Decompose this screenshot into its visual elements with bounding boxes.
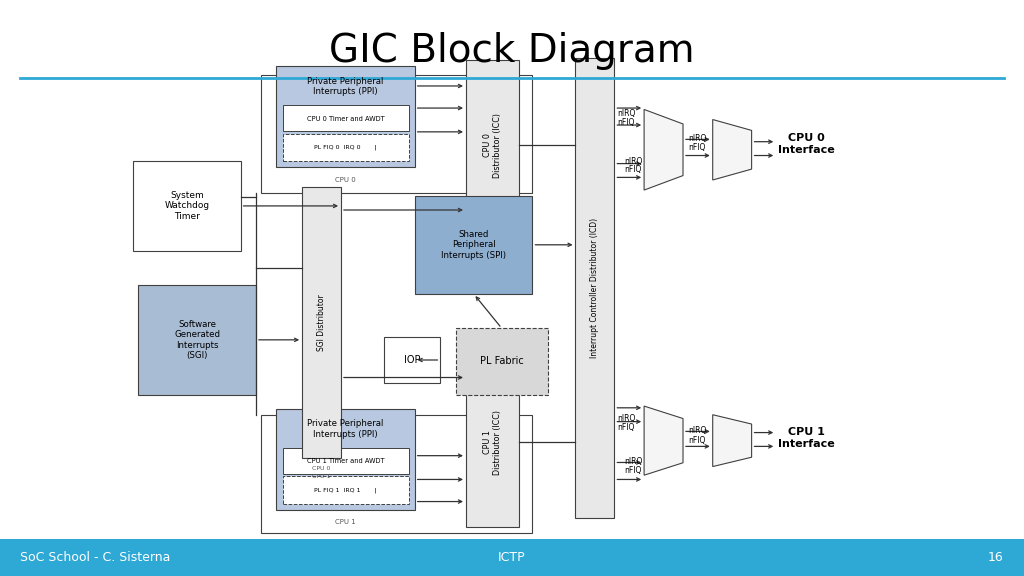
Bar bbox=[261, 75, 532, 193]
Bar bbox=[283, 134, 409, 161]
Text: nIRQ: nIRQ bbox=[617, 414, 636, 423]
Text: CPU 1: CPU 1 bbox=[312, 474, 331, 479]
Text: Private Peripheral
Interrupts (PPI): Private Peripheral Interrupts (PPI) bbox=[307, 419, 384, 439]
Text: Private Peripheral
Interrupts (PPI): Private Peripheral Interrupts (PPI) bbox=[307, 77, 384, 96]
Bar bbox=[283, 105, 409, 131]
Text: PL FIQ 0  IRQ 0       |: PL FIQ 0 IRQ 0 | bbox=[314, 145, 377, 150]
Text: CPU 1: CPU 1 bbox=[335, 520, 356, 525]
Text: nIRQ: nIRQ bbox=[688, 134, 707, 143]
Bar bbox=[384, 337, 440, 383]
Text: CPU 1
Distributor (ICC): CPU 1 Distributor (ICC) bbox=[483, 410, 502, 475]
Text: nFIQ: nFIQ bbox=[625, 165, 642, 175]
Bar bbox=[0, 539, 1024, 576]
Text: PL FIQ 1  IRQ 1       |: PL FIQ 1 IRQ 1 | bbox=[314, 487, 377, 493]
Text: Interrupt Controller Distributor (ICD): Interrupt Controller Distributor (ICD) bbox=[591, 218, 599, 358]
Text: CPU 0: CPU 0 bbox=[335, 177, 356, 183]
Bar bbox=[283, 448, 409, 474]
Text: nFIQ: nFIQ bbox=[688, 143, 706, 152]
Text: Software
Generated
Interrupts
(SGI): Software Generated Interrupts (SGI) bbox=[174, 320, 220, 360]
Bar bbox=[261, 415, 532, 533]
Bar bbox=[302, 187, 341, 458]
Text: 16: 16 bbox=[988, 551, 1004, 564]
Text: CPU 0
Distributor (ICC): CPU 0 Distributor (ICC) bbox=[483, 113, 502, 178]
Text: SGI Distributor: SGI Distributor bbox=[317, 294, 326, 351]
Text: nIRQ: nIRQ bbox=[625, 157, 643, 166]
Text: PL Fabric: PL Fabric bbox=[480, 357, 523, 366]
Text: IOP: IOP bbox=[403, 355, 421, 365]
Text: nIRQ: nIRQ bbox=[617, 109, 636, 118]
Text: nFIQ: nFIQ bbox=[617, 423, 635, 433]
Bar bbox=[138, 285, 256, 395]
Bar bbox=[466, 357, 519, 527]
Text: nFIQ: nFIQ bbox=[625, 466, 642, 475]
Polygon shape bbox=[713, 120, 752, 180]
Text: nIRQ: nIRQ bbox=[688, 426, 707, 435]
Bar bbox=[466, 60, 519, 230]
Bar bbox=[456, 328, 548, 395]
Polygon shape bbox=[713, 415, 752, 467]
Bar bbox=[276, 66, 415, 167]
Text: nIRQ: nIRQ bbox=[625, 457, 643, 467]
Text: CPU 1 Timer and AWDT: CPU 1 Timer and AWDT bbox=[307, 458, 384, 464]
Text: System
Watchdog
Timer: System Watchdog Timer bbox=[164, 191, 210, 221]
Bar bbox=[283, 476, 409, 504]
Text: Shared
Peripheral
Interrupts (SPI): Shared Peripheral Interrupts (SPI) bbox=[441, 230, 506, 260]
Text: GIC Block Diagram: GIC Block Diagram bbox=[330, 32, 694, 70]
Bar bbox=[575, 58, 614, 518]
Polygon shape bbox=[644, 109, 683, 190]
Text: CPU 0 Timer and AWDT: CPU 0 Timer and AWDT bbox=[307, 116, 384, 122]
Text: CPU 0
Interface: CPU 0 Interface bbox=[778, 133, 835, 155]
Text: nFIQ: nFIQ bbox=[688, 435, 706, 445]
Text: CPU 1
Interface: CPU 1 Interface bbox=[778, 427, 835, 449]
Polygon shape bbox=[644, 406, 683, 475]
Bar bbox=[415, 196, 532, 294]
Text: nFIQ: nFIQ bbox=[617, 118, 635, 127]
Text: SoC School - C. Sisterna: SoC School - C. Sisterna bbox=[20, 551, 171, 564]
Text: ICTP: ICTP bbox=[499, 551, 525, 564]
Text: CPU 0: CPU 0 bbox=[312, 466, 331, 471]
Bar bbox=[133, 161, 241, 251]
Bar bbox=[276, 409, 415, 510]
